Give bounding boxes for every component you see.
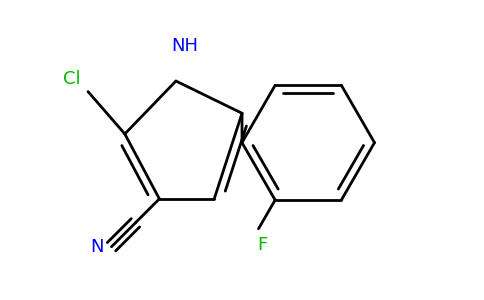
Text: Cl: Cl: [63, 70, 81, 88]
Text: N: N: [91, 238, 104, 256]
Text: F: F: [257, 236, 267, 254]
Text: NH: NH: [172, 37, 198, 55]
